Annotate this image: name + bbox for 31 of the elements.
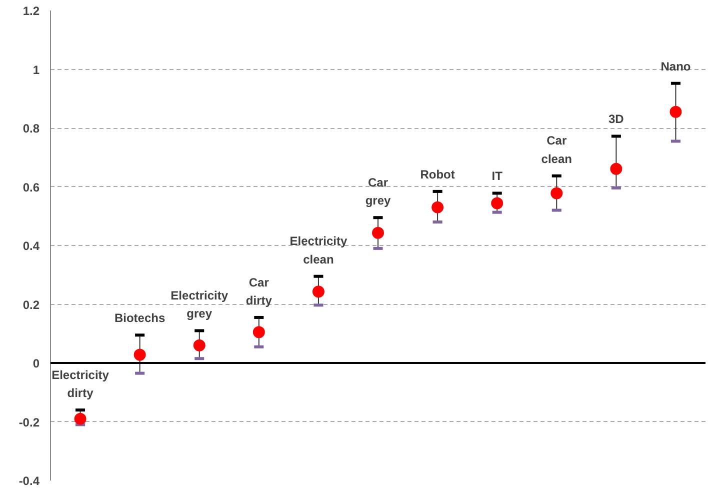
- point: [252, 326, 265, 338]
- y-tick-label: 0.2: [22, 298, 40, 312]
- annotation: 3D: [608, 112, 624, 126]
- point: [372, 226, 384, 239]
- annotation: Car grey: [365, 175, 391, 208]
- y-tick-label: 1.2: [22, 4, 40, 18]
- y-tick-label: 0: [32, 356, 40, 370]
- annotation: Car dirty: [246, 275, 272, 308]
- point: [432, 201, 444, 214]
- y-tick-label: 0.4: [22, 239, 40, 253]
- y-tick-label: 0.8: [22, 122, 40, 136]
- annotation: IT: [492, 169, 504, 184]
- point: [193, 339, 206, 352]
- annotation: Electricity clean: [290, 234, 348, 266]
- point: [491, 197, 504, 210]
- y-tick-label: 1: [32, 62, 40, 77]
- annotation: Electricity dirty: [52, 368, 110, 400]
- point: [312, 286, 324, 298]
- y-tick-label: -0.4: [18, 474, 40, 488]
- annotation: Robot: [420, 167, 455, 182]
- annotation: Nano: [660, 59, 691, 74]
- point: [550, 187, 563, 200]
- y-tick-label: 0.6: [22, 180, 40, 194]
- point: [610, 162, 622, 175]
- point: [670, 106, 682, 118]
- point: [74, 412, 86, 425]
- annotation: Electricity grey: [170, 288, 228, 321]
- y-tick-label: -0.2: [18, 415, 40, 430]
- annotation: Biotechs: [114, 311, 166, 326]
- point: [134, 348, 146, 361]
- annotation: Car clean: [541, 134, 572, 166]
